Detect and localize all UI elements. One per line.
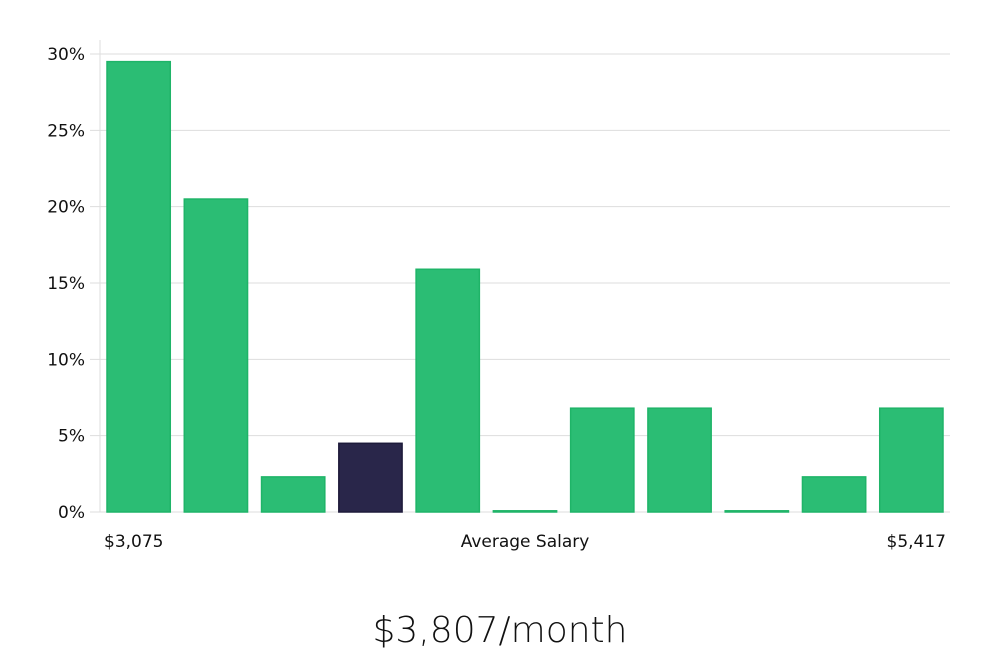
y-tick-label: 0% [58, 503, 85, 523]
salary-histogram: 0% 5% 10% 15% 20% 25% 30% $3,075 Average Salar… [47, 40, 950, 552]
bar [183, 198, 249, 513]
bar-highlighted [338, 442, 403, 513]
average-salary-value: $3,807/month [372, 610, 628, 651]
bar [878, 407, 944, 513]
y-tick-label: 15% [47, 274, 85, 294]
y-tick-label: 10% [47, 350, 85, 370]
y-tick-label: 25% [47, 121, 85, 141]
bar [801, 476, 867, 513]
x-axis-label: Average Salary [461, 532, 590, 552]
bar [647, 407, 712, 513]
x-max-label: $5,417 [887, 532, 946, 552]
y-tick-label: 5% [58, 427, 85, 447]
y-tick-label: 30% [47, 45, 85, 65]
bar [724, 510, 790, 513]
bar [569, 407, 635, 513]
bar [260, 476, 326, 513]
bar [415, 268, 481, 513]
x-min-label: $3,075 [104, 532, 163, 552]
y-tick-label: 20% [47, 198, 85, 218]
bar [492, 510, 558, 513]
bar [106, 60, 172, 513]
